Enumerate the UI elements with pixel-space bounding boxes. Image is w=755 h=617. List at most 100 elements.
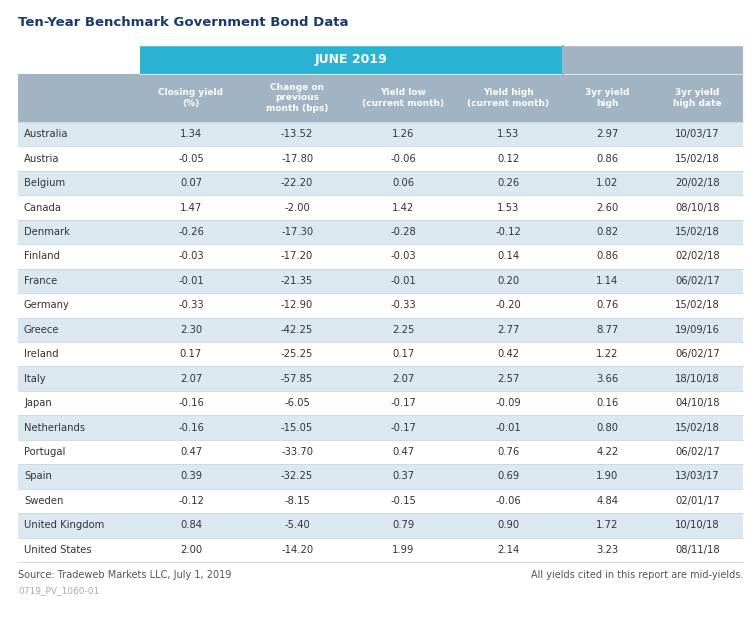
Text: 15/02/18: 15/02/18 — [675, 227, 720, 237]
Text: 0.20: 0.20 — [498, 276, 519, 286]
Bar — [18, 415, 743, 440]
Bar — [652, 46, 743, 74]
Text: 18/10/18: 18/10/18 — [675, 374, 720, 384]
Text: -17.30: -17.30 — [281, 227, 313, 237]
Text: 1.14: 1.14 — [596, 276, 618, 286]
Text: All yields cited in this report are mid-yields.: All yields cited in this report are mid-… — [531, 570, 743, 580]
Text: 15/02/18: 15/02/18 — [675, 300, 720, 310]
Text: -0.33: -0.33 — [390, 300, 416, 310]
Text: Spain: Spain — [24, 471, 52, 481]
Text: 0.47: 0.47 — [180, 447, 202, 457]
Text: 3yr yield
high date: 3yr yield high date — [673, 88, 722, 108]
Text: 1.53: 1.53 — [498, 129, 519, 139]
Text: 0.39: 0.39 — [180, 471, 202, 481]
Bar — [18, 366, 743, 391]
Text: 2.00: 2.00 — [180, 545, 202, 555]
Text: -25.25: -25.25 — [281, 349, 313, 359]
Text: 0.86: 0.86 — [596, 252, 618, 262]
Text: Netherlands: Netherlands — [24, 423, 85, 433]
Text: 0.26: 0.26 — [498, 178, 519, 188]
Text: Austria: Austria — [24, 154, 60, 164]
Text: -0.20: -0.20 — [495, 300, 521, 310]
Text: 0.69: 0.69 — [498, 471, 519, 481]
Text: Source: Tradeweb Markets LLC, July 1, 2019: Source: Tradeweb Markets LLC, July 1, 20… — [18, 570, 231, 580]
Text: 2.25: 2.25 — [392, 325, 414, 335]
Text: 1.72: 1.72 — [596, 520, 618, 531]
Text: -0.16: -0.16 — [178, 423, 204, 433]
Text: Germany: Germany — [24, 300, 70, 310]
Text: Ireland: Ireland — [24, 349, 59, 359]
Text: -0.17: -0.17 — [390, 398, 416, 408]
Text: Ten-Year Benchmark Government Bond Data: Ten-Year Benchmark Government Bond Data — [18, 16, 349, 29]
Text: 15/02/18: 15/02/18 — [675, 423, 720, 433]
Text: Finland: Finland — [24, 252, 60, 262]
Text: 1.99: 1.99 — [392, 545, 414, 555]
Text: France: France — [24, 276, 57, 286]
Text: 2.07: 2.07 — [392, 374, 414, 384]
Text: 2.14: 2.14 — [498, 545, 519, 555]
Text: Portugal: Portugal — [24, 447, 66, 457]
Text: -0.17: -0.17 — [390, 423, 416, 433]
Text: 08/10/18: 08/10/18 — [675, 202, 720, 212]
Text: 10/10/18: 10/10/18 — [675, 520, 720, 531]
Text: 0.07: 0.07 — [180, 178, 202, 188]
Text: 0.12: 0.12 — [498, 154, 519, 164]
Text: -0.01: -0.01 — [178, 276, 204, 286]
Text: -22.20: -22.20 — [281, 178, 313, 188]
Bar — [18, 440, 743, 464]
Text: United Kingdom: United Kingdom — [24, 520, 104, 531]
Bar — [18, 74, 743, 122]
Text: 2.30: 2.30 — [180, 325, 202, 335]
Text: 0.82: 0.82 — [596, 227, 618, 237]
Bar — [18, 391, 743, 415]
Text: 0.17: 0.17 — [180, 349, 202, 359]
Text: -0.16: -0.16 — [178, 398, 204, 408]
Bar — [18, 464, 743, 489]
Text: 08/11/18: 08/11/18 — [675, 545, 720, 555]
Text: 1.42: 1.42 — [392, 202, 414, 212]
Text: 06/02/17: 06/02/17 — [675, 349, 720, 359]
Text: 8.77: 8.77 — [596, 325, 618, 335]
Bar — [140, 46, 562, 74]
Text: 4.84: 4.84 — [596, 496, 618, 506]
Text: 0.06: 0.06 — [393, 178, 414, 188]
Bar — [18, 537, 743, 562]
Text: -42.25: -42.25 — [281, 325, 313, 335]
Text: -0.12: -0.12 — [495, 227, 522, 237]
Text: 2.97: 2.97 — [596, 129, 618, 139]
Text: -8.15: -8.15 — [284, 496, 310, 506]
Text: -17.80: -17.80 — [281, 154, 313, 164]
Text: 1.53: 1.53 — [498, 202, 519, 212]
Text: 10/03/17: 10/03/17 — [675, 129, 720, 139]
Text: 04/10/18: 04/10/18 — [675, 398, 720, 408]
Text: JUNE 2019: JUNE 2019 — [315, 54, 388, 67]
Text: 1.47: 1.47 — [180, 202, 202, 212]
Text: 0.42: 0.42 — [498, 349, 519, 359]
Text: 13/03/17: 13/03/17 — [675, 471, 720, 481]
Text: -6.05: -6.05 — [284, 398, 310, 408]
Text: -0.12: -0.12 — [178, 496, 204, 506]
Text: 0.37: 0.37 — [393, 471, 414, 481]
Text: -0.28: -0.28 — [390, 227, 416, 237]
Text: Denmark: Denmark — [24, 227, 70, 237]
Text: 20/02/18: 20/02/18 — [675, 178, 720, 188]
Text: -21.35: -21.35 — [281, 276, 313, 286]
Text: Canada: Canada — [24, 202, 62, 212]
Bar — [18, 268, 743, 293]
Text: 0.79: 0.79 — [392, 520, 414, 531]
Text: 0.80: 0.80 — [596, 423, 618, 433]
Text: 3.66: 3.66 — [596, 374, 618, 384]
Text: 1.02: 1.02 — [596, 178, 618, 188]
Text: 0719_PV_1060-01: 0719_PV_1060-01 — [18, 586, 99, 595]
Text: 0.90: 0.90 — [498, 520, 519, 531]
Text: Belgium: Belgium — [24, 178, 65, 188]
Text: -0.26: -0.26 — [178, 227, 204, 237]
Text: Japan: Japan — [24, 398, 52, 408]
Text: -2.00: -2.00 — [284, 202, 310, 212]
Text: United States: United States — [24, 545, 91, 555]
Bar — [18, 513, 743, 537]
Text: Change on
previous
month (bps): Change on previous month (bps) — [266, 83, 328, 113]
Text: -0.33: -0.33 — [178, 300, 204, 310]
Text: -5.40: -5.40 — [284, 520, 310, 531]
Text: -0.03: -0.03 — [178, 252, 204, 262]
